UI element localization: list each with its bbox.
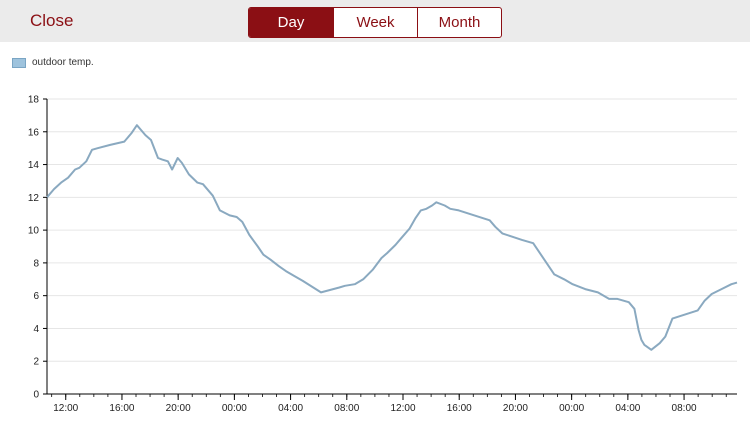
x-tick-label: 16:00 xyxy=(109,403,134,414)
x-tick-label: 20:00 xyxy=(166,403,191,414)
legend-swatch xyxy=(12,57,26,68)
y-tick-label: 18 xyxy=(28,95,40,106)
y-tick-label: 0 xyxy=(33,390,39,401)
x-tick-label: 04:00 xyxy=(615,403,640,414)
period-selector: Day Week Month xyxy=(248,7,502,38)
top-toolbar: Close Day Week Month xyxy=(0,0,750,42)
y-tick-labels: 0 2 4 6 8 10 12 14 16 18 xyxy=(28,95,40,401)
y-tick-label: 2 xyxy=(33,357,39,368)
y-tick-label: 8 xyxy=(33,258,39,269)
axes xyxy=(43,98,737,400)
x-tick-label: 20:00 xyxy=(503,403,528,414)
legend-label: outdoor temp. xyxy=(32,57,94,68)
tab-week[interactable]: Week xyxy=(333,8,417,37)
x-tick-label: 00:00 xyxy=(559,403,584,414)
y-tick-label: 10 xyxy=(28,226,40,237)
grid-lines xyxy=(47,98,737,362)
y-tick-label: 16 xyxy=(28,127,40,138)
x-tick-label: 04:00 xyxy=(278,403,303,414)
x-tick-label: 08:00 xyxy=(672,403,697,414)
y-tick-label: 6 xyxy=(33,291,39,302)
y-tick-label: 4 xyxy=(33,324,39,335)
tab-month[interactable]: Month xyxy=(417,8,501,37)
series-group xyxy=(46,124,738,351)
x-tick-label: 08:00 xyxy=(334,403,359,414)
close-button[interactable]: Close xyxy=(30,11,74,30)
y-tick-label: 12 xyxy=(28,193,40,204)
x-tick-label: 16:00 xyxy=(447,403,472,414)
x-tick-labels: 12:00 16:00 20:00 00:00 04:00 08:00 12:00 16:00… xyxy=(53,403,697,414)
series-line-outdoor-temp xyxy=(46,124,738,351)
tab-day[interactable]: Day xyxy=(249,8,333,37)
x-tick-label: 00:00 xyxy=(222,403,247,414)
y-tick-label: 14 xyxy=(28,160,40,171)
x-tick-label: 12:00 xyxy=(390,403,415,414)
x-tick-label: 12:00 xyxy=(53,403,78,414)
chart-legend: outdoor temp. xyxy=(12,57,94,68)
